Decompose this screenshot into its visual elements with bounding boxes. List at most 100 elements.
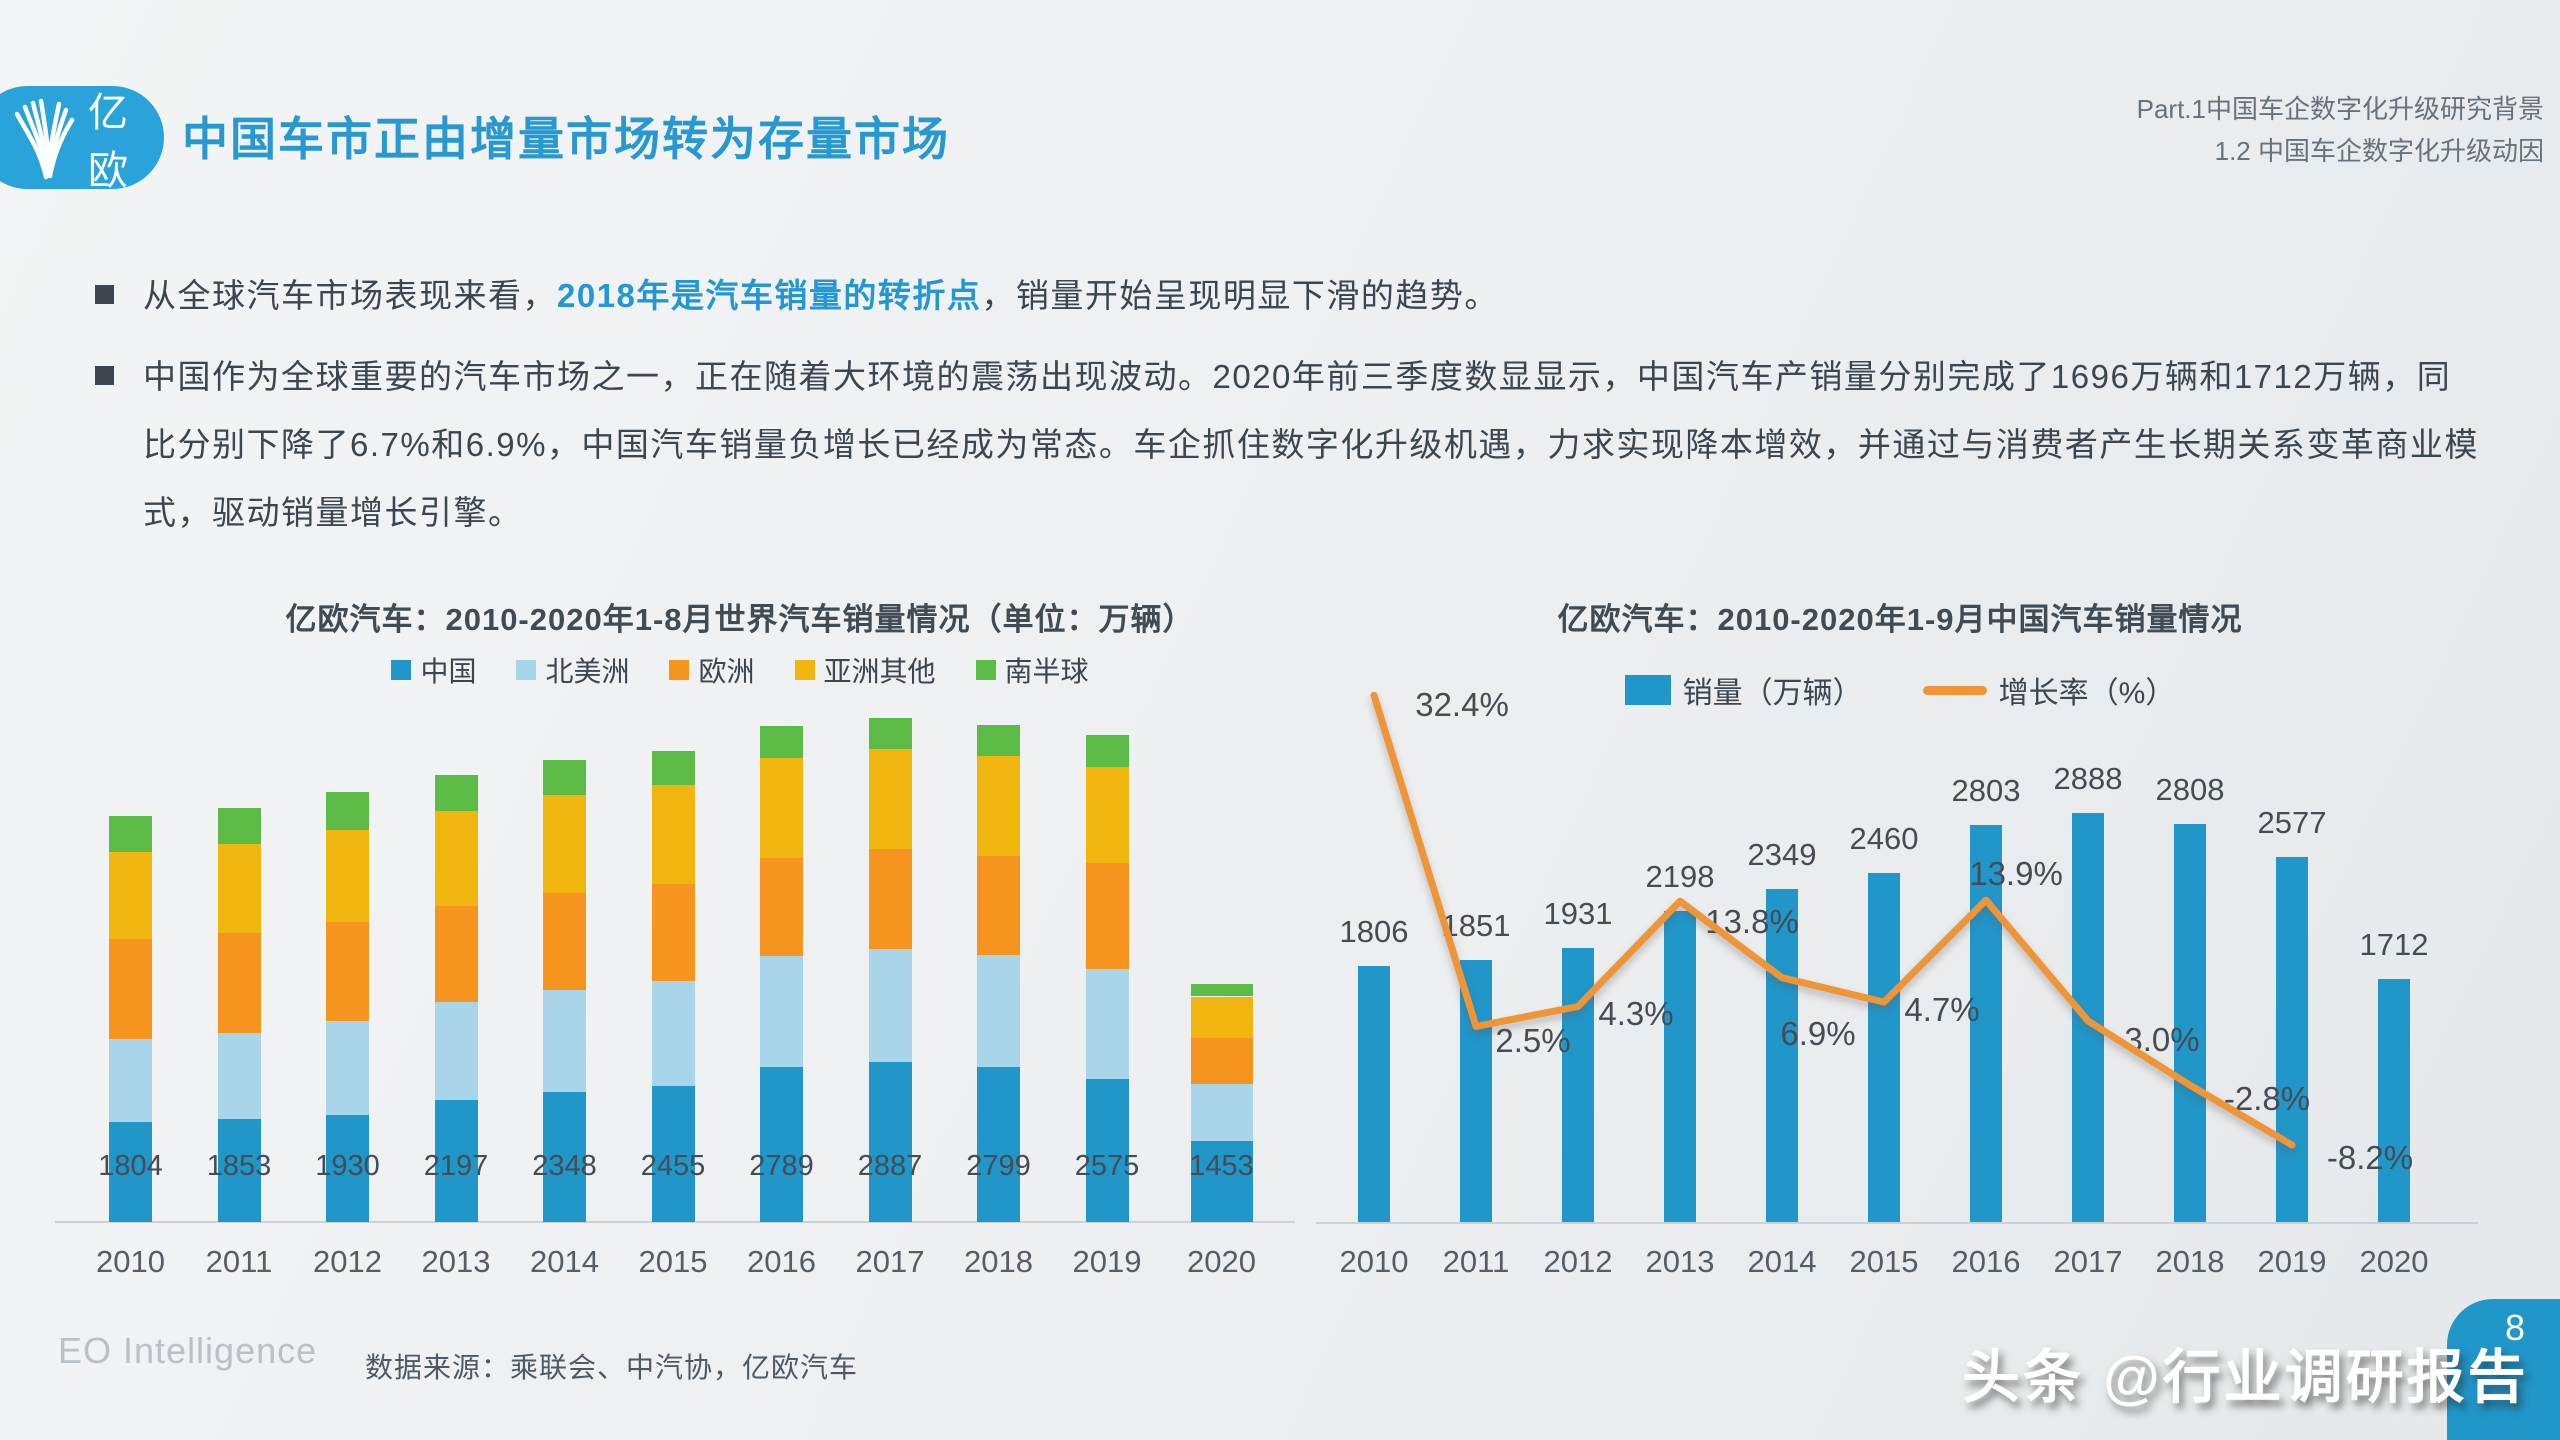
stacked-bar-segment-北美洲: [1085, 968, 1129, 1080]
stacked-bar-segment-欧洲: [977, 855, 1020, 955]
stacked-bar-segment-北美洲: [543, 989, 586, 1092]
left-chart-title: 亿欧汽车：2010-2020年1-8月世界汽车销量情况（单位：万辆）: [285, 602, 1195, 637]
bullet-1: 从全球汽车市场表现来看，2018年是汽车销量的转折点，销量开始呈现明显下滑的趋势…: [143, 262, 2483, 330]
bar-value-label: 2799: [966, 1150, 1031, 1182]
stacked-bar-segment-中国: [1085, 1079, 1129, 1222]
stacked-bar-segment-南半球: [868, 718, 912, 749]
stacked-bar-segment-中国: [651, 1085, 695, 1222]
stacked-bar-segment-北美洲: [651, 981, 695, 1086]
growth-rate-label: 32.4%: [1415, 686, 1509, 723]
stacked-bar-segment-中国: [868, 1061, 912, 1222]
stacked-bar-segment-南半球: [977, 725, 1020, 756]
stacked-bar-segment-中国: [217, 1119, 261, 1222]
legend-swatch-icon: [975, 660, 996, 680]
legend-label: 销量（万辆）: [1682, 677, 1863, 710]
legend-label: 欧洲: [698, 656, 755, 687]
bar-value-label: 2460: [1849, 821, 1919, 857]
x-axis-tick-label: 2012: [1543, 1244, 1613, 1279]
bar-value-label: 2577: [2257, 804, 2327, 840]
bullet-1-pre: 从全球汽车市场表现来看，: [143, 277, 557, 314]
stacked-bar-segment-中国: [760, 1067, 803, 1222]
stacked-bar-segment-南半球: [651, 751, 695, 786]
stacked-bar-segment-亚洲其他: [109, 851, 152, 940]
stacked-bar-segment-南半球: [109, 816, 152, 852]
x-axis-tick-label: 2018: [2155, 1244, 2225, 1279]
legend-item-南半球: 南半球: [975, 650, 1089, 690]
sales-bar: [2276, 856, 2308, 1222]
bar-legend-swatch-icon: [1624, 675, 1671, 705]
sales-bar: [1358, 966, 1390, 1222]
stacked-bar-segment-亚洲其他: [1085, 766, 1129, 864]
stacked-bar-segment-北美洲: [217, 1032, 261, 1120]
legend-swatch-icon: [669, 660, 690, 680]
stacked-bar-segment-北美洲: [977, 954, 1020, 1067]
legend-item-销量（万辆）: 销量（万辆）: [1624, 668, 1863, 712]
growth-rate-label: 4.3%: [1598, 995, 1674, 1032]
legend-label: 中国: [420, 656, 477, 687]
legend-swatch-icon: [516, 660, 537, 680]
stacked-bar-segment-南半球: [1190, 984, 1253, 997]
breadcrumb-line2: 1.2 中国车企数字化升级动因: [2214, 136, 2544, 166]
stacked-bar-segment-亚洲其他: [977, 755, 1020, 856]
x-axis-tick-label: 2017: [2053, 1244, 2123, 1279]
eo-intelligence-brand: EO Intelligence: [58, 1330, 318, 1371]
x-axis-tick-label: 2014: [530, 1244, 599, 1279]
stacked-bar-segment-北美洲: [1190, 1084, 1253, 1142]
stacked-bar-segment-欧洲: [434, 905, 478, 1003]
data-source-note: 数据来源：乘联会、中汽协，亿欧汽车: [365, 1352, 859, 1383]
stacked-bar-segment-北美洲: [434, 1002, 478, 1101]
bar-value-label: 2789: [749, 1150, 814, 1182]
x-axis-tick-label: 2015: [1849, 1244, 1919, 1279]
x-axis-tick-label: 2019: [2257, 1244, 2327, 1279]
right-chart-title: 亿欧汽车：2010-2020年1-9月中国汽车销量情况: [1557, 602, 2243, 637]
legend-item-亚洲其他: 亚洲其他: [794, 650, 936, 690]
stacked-bar-segment-欧洲: [326, 921, 369, 1021]
left-chart-x-axis: [55, 1221, 1295, 1223]
stacked-bar-segment-亚洲其他: [868, 748, 912, 850]
bullet-1-post: ，销量开始呈现明显下滑的趋势。: [981, 277, 1499, 314]
stacked-bar-segment-亚洲其他: [434, 811, 478, 906]
stacked-bar-segment-中国: [434, 1100, 478, 1222]
sales-bar: [2072, 812, 2104, 1222]
bullet-square: [95, 366, 114, 385]
breadcrumb-line1: Part.1中国车企数字化升级研究背景: [2136, 94, 2544, 124]
x-axis-tick-label: 2016: [747, 1244, 816, 1279]
line-legend-swatch-icon: [1922, 685, 1987, 695]
left-chart-legend: 中国 北美洲 欧洲 亚洲其他 南半球: [80, 650, 1400, 690]
sales-bar: [1664, 910, 1696, 1222]
bar-value-label: 1453: [1189, 1150, 1254, 1182]
x-axis-tick-label: 2011: [205, 1244, 273, 1279]
x-axis-tick-label: 2019: [1072, 1244, 1142, 1279]
legend-item-北美洲: 北美洲: [516, 650, 629, 690]
growth-rate-label: -2.8%: [2223, 1080, 2311, 1117]
x-axis-tick-label: 2012: [313, 1244, 382, 1279]
stacked-bar-segment-亚洲其他: [1190, 996, 1253, 1038]
stacked-bar-segment-南半球: [434, 775, 478, 812]
bullet-2: 中国作为全球重要的汽车市场之一，正在随着大环境的震荡出现波动。2020年前三季度…: [143, 358, 2479, 531]
bar-value-label: 2887: [857, 1150, 923, 1182]
page-number: 8: [2505, 1307, 2526, 1348]
stacked-bar-segment-欧洲: [109, 939, 152, 1039]
legend-label: 南半球: [1004, 656, 1089, 687]
legend-label: 增长率（%）: [1998, 677, 2176, 710]
bullet-1-highlight: 2018年是汽车销量的转折点: [557, 277, 982, 314]
stacked-bar-segment-亚洲其他: [651, 785, 695, 885]
sales-bar: [1868, 873, 1900, 1222]
stacked-bar-segment-中国: [326, 1114, 369, 1222]
x-axis-tick-label: 2020: [2359, 1244, 2429, 1279]
stacked-bar-segment-欧洲: [543, 892, 586, 990]
legend-label: 亚洲其他: [823, 656, 936, 687]
stacked-bar-segment-南半球: [326, 792, 369, 830]
stacked-bar-segment-南半球: [1085, 734, 1129, 767]
x-axis-tick-label: 2010: [96, 1244, 165, 1279]
x-axis-tick-label: 2011: [1442, 1244, 1510, 1279]
stacked-bar-segment-南半球: [217, 807, 261, 844]
bar-value-label: 1930: [315, 1150, 380, 1182]
growth-rate-label: 13.8%: [1705, 903, 1799, 940]
bar-value-label: 2808: [2155, 772, 2225, 808]
bar-value-label: 1931: [1543, 896, 1613, 932]
stacked-bar-segment-欧洲: [1190, 1037, 1253, 1085]
stacked-bar-segment-欧洲: [1085, 863, 1129, 969]
growth-rate-label: 4.7%: [1904, 991, 1980, 1028]
eo-feather-icon: [12, 97, 76, 186]
